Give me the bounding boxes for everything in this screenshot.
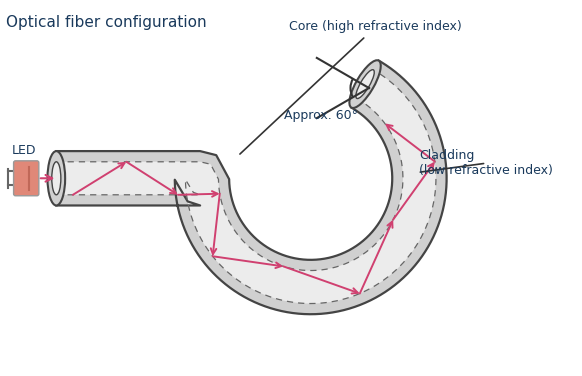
Polygon shape bbox=[56, 70, 436, 303]
Polygon shape bbox=[56, 61, 446, 314]
Ellipse shape bbox=[48, 151, 65, 205]
Ellipse shape bbox=[356, 70, 374, 99]
Ellipse shape bbox=[52, 162, 61, 195]
Text: Approx. 60°: Approx. 60° bbox=[283, 109, 357, 122]
Text: Cladding
(low refractive index): Cladding (low refractive index) bbox=[420, 149, 553, 177]
FancyBboxPatch shape bbox=[13, 161, 39, 196]
Text: Optical fiber configuration: Optical fiber configuration bbox=[6, 15, 207, 30]
Text: LED: LED bbox=[12, 144, 37, 157]
Ellipse shape bbox=[349, 60, 381, 108]
Text: Core (high refractive index): Core (high refractive index) bbox=[240, 20, 462, 154]
